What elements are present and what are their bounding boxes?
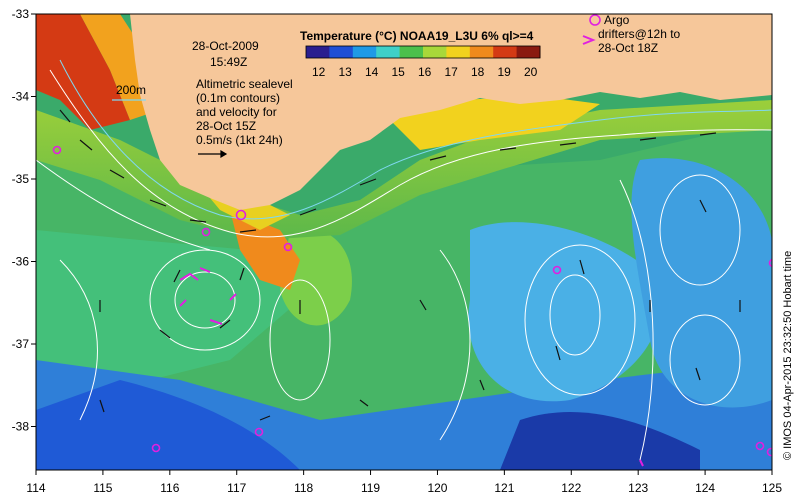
x-tick-label: 115: [93, 481, 112, 495]
colorbar-tick-label: 16: [418, 65, 432, 79]
colorbar-swatch: [423, 46, 447, 58]
x-tick-label: 118: [294, 481, 313, 495]
x-tick-label: 114: [26, 481, 45, 495]
colorbar-tick-label: 15: [392, 65, 406, 79]
x-tick-label: 120: [427, 481, 447, 495]
y-tick-label: -37: [12, 337, 30, 351]
colorbar-tick-label: 14: [365, 65, 379, 79]
y-tick-label: -34: [12, 90, 30, 104]
y-tick-label: -35: [12, 172, 30, 186]
x-tick-label: 125: [762, 481, 782, 495]
x-tick-label: 121: [494, 481, 514, 495]
colorbar: Temperature (°C) NOAA19_L3U 6% ql>=4 12 1…: [300, 29, 541, 79]
colorbar-swatch: [376, 46, 401, 58]
note-line-3: and velocity for: [196, 105, 277, 119]
colorbar-swatch: [306, 46, 330, 58]
note-line-1: Altimetric sealevel: [196, 77, 293, 91]
colorbar-swatch: [469, 46, 494, 58]
x-tick-label: 117: [227, 481, 246, 495]
y-axis: -33 -34 -35 -36 -37 -38: [12, 7, 36, 434]
colorbar-tick-label: 13: [339, 65, 353, 79]
colorbar-tick-label: 20: [524, 65, 538, 79]
colorbar-tick-label: 17: [445, 65, 459, 79]
colorbar-swatch: [399, 46, 424, 58]
colorbar-tick-label: 18: [471, 65, 485, 79]
time-label: 15:49Z: [210, 55, 247, 69]
argo-legend-label: Argo: [604, 13, 630, 27]
colorbar-title: Temperature (°C) NOAA19_L3U 6% ql>=4: [300, 29, 534, 43]
isobath-legend-label: 200m: [116, 83, 146, 97]
note-line-4: 28-Oct 15Z: [196, 119, 256, 133]
colorbar-swatch: [516, 46, 541, 58]
date-label: 28-Oct-2009: [192, 39, 259, 53]
land-mass: [130, 14, 772, 210]
drifter-legend-marker: [582, 35, 596, 45]
plot-area: [36, 14, 772, 470]
velocity-arrows: [59, 109, 741, 421]
colorbar-swatches: [306, 46, 541, 58]
velocity-scale-arrow: [198, 149, 228, 159]
colorbar-tick-label: 19: [498, 65, 512, 79]
x-tick-label: 119: [361, 481, 380, 495]
sea-level-contours: [36, 69, 772, 461]
argo-legend-marker: [589, 14, 601, 26]
colorbar-swatch: [352, 46, 377, 58]
drifter-tracks: [179, 267, 644, 467]
isobath-200m-line: [59, 59, 772, 220]
x-tick-label: 116: [160, 481, 179, 495]
note-line-2: (0.1m contours): [196, 91, 280, 105]
x-tick-label: 122: [561, 481, 581, 495]
y-tick-label: -36: [12, 255, 30, 269]
colorbar-swatch: [446, 46, 471, 58]
credit-label: © IMOS 04-Apr-2015 23:32:50 Hobart time: [782, 251, 794, 460]
colorbar-swatch: [329, 46, 354, 58]
y-tick-label: -38: [12, 420, 30, 434]
drifters-legend-line-1: drifters@12h to: [598, 27, 681, 41]
x-axis: 114 115 116 117 118 119 120 121 122 123 124 125: [26, 470, 782, 495]
colorbar-tick-label: 12: [312, 65, 326, 79]
colorbar-labels: 12 13 14 15 16 17 18 19 20: [312, 65, 538, 79]
temperature-field: [36, 14, 772, 470]
colorbar-outline: [305, 45, 541, 59]
plot-frame: [35, 13, 773, 471]
colorbar-swatch: [493, 46, 518, 58]
annotations: 28-Oct-2009 15:49Z 200m Altimetric seale…: [112, 13, 681, 159]
drifters-legend-line-2: 28-Oct 18Z: [598, 41, 658, 55]
x-tick-label: 124: [695, 481, 715, 495]
note-line-5: 0.5m/s (1kt 24h): [196, 133, 283, 147]
x-tick-label: 123: [628, 481, 648, 495]
argo-floats: [52, 145, 772, 457]
y-tick-label: -33: [12, 7, 30, 21]
